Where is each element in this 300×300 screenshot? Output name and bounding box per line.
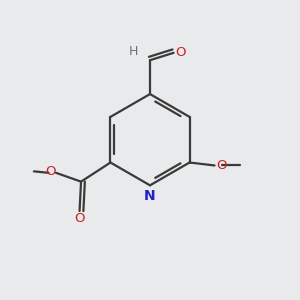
Text: O: O: [176, 46, 186, 59]
Text: O: O: [74, 212, 85, 225]
Text: O: O: [216, 159, 226, 172]
Text: N: N: [144, 189, 156, 203]
Text: H: H: [129, 45, 139, 58]
Text: O: O: [46, 165, 56, 178]
